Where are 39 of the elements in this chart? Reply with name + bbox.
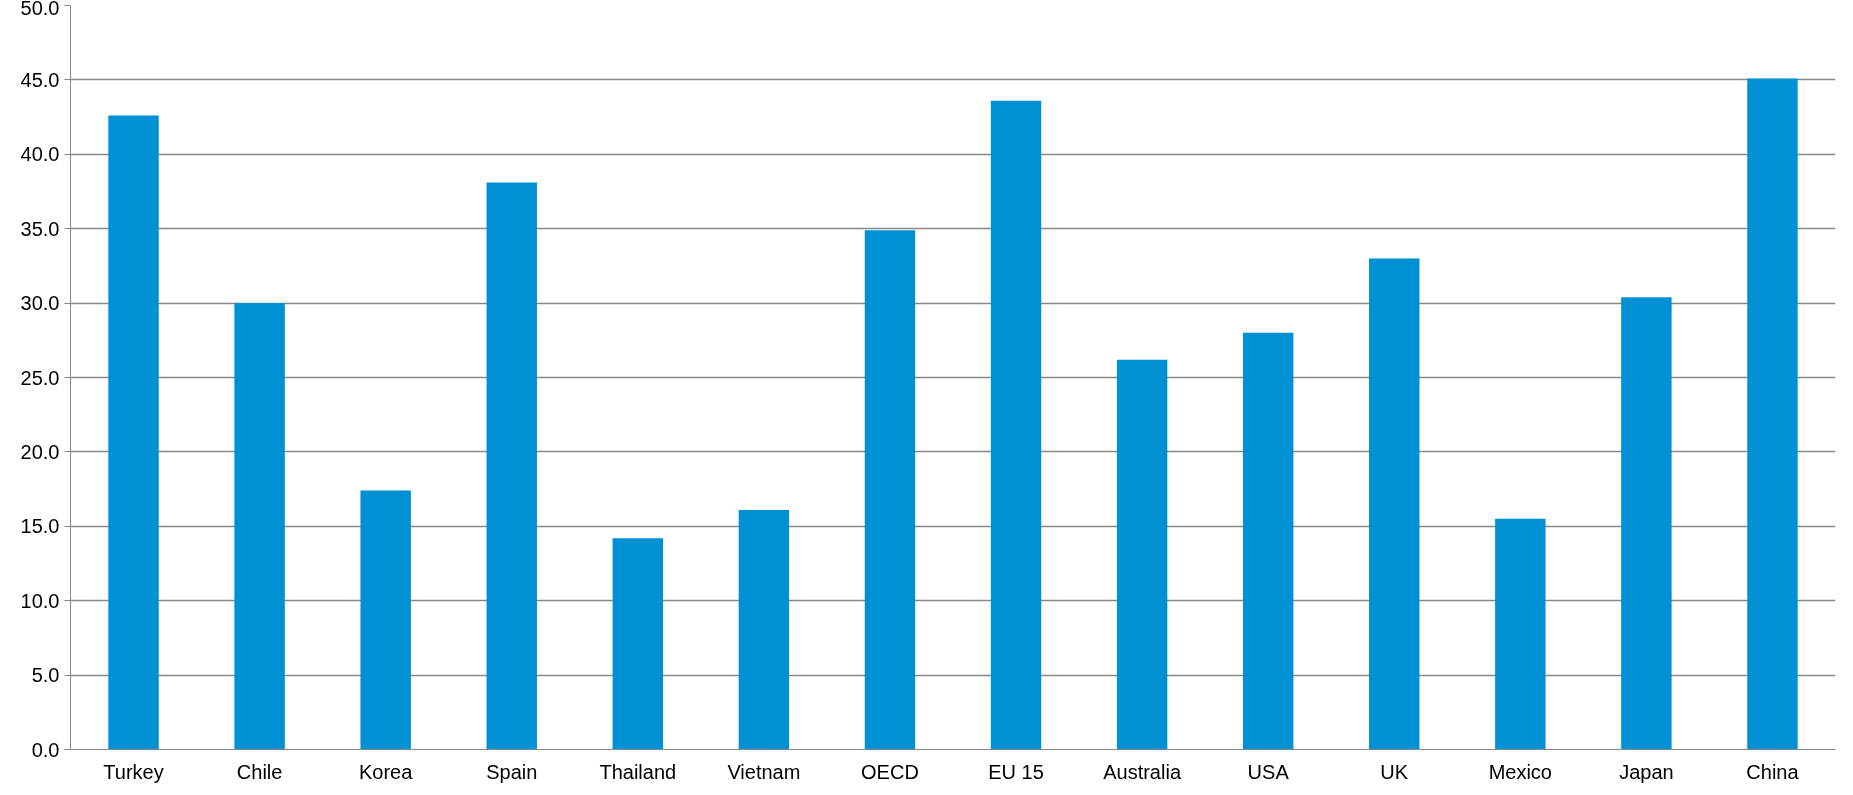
bar [1116,359,1168,750]
bar [1495,518,1546,750]
y-tick-label: 15.0 [20,515,60,538]
y-tick-label: 20.0 [20,440,60,463]
x-tick-label: EU 15 [988,760,1044,783]
bar [864,230,916,750]
y-tick-label: 5.0 [31,664,60,687]
x-tick-label: Mexico [1488,760,1553,783]
bar [612,538,664,750]
x-tick-label: Thailand [599,760,677,783]
bar [1369,258,1420,750]
x-tick-label: Spain [486,760,538,783]
x-tick-label: UK [1380,760,1409,783]
bar [1242,332,1294,750]
x-tick-label: Japan [1619,760,1674,783]
y-tick-label: 50.0 [20,0,60,19]
bar [108,115,159,750]
y-tick-label: 40.0 [20,143,60,166]
bar [990,100,1042,750]
x-tick-label: OECD [861,760,919,783]
bar [1747,78,1798,750]
x-tick-label: Vietnam [727,760,801,783]
y-tick-label: 25.0 [20,366,60,389]
bar [234,303,285,750]
y-tick-label: 45.0 [20,68,60,91]
y-tick-label: 10.0 [20,589,60,612]
x-tick-label: Turkey [103,760,164,783]
x-tick-label: Chile [236,760,283,783]
bar [486,182,537,750]
bar [738,509,790,750]
x-tick-label: Korea [358,760,414,783]
y-tick-label: 0.0 [31,738,60,761]
y-tick-label: 30.0 [20,292,60,315]
x-tick-label: Australia [1103,760,1182,783]
x-tick-label: China [1746,760,1800,783]
y-tick-label: 35.0 [20,217,60,240]
x-tick-label: USA [1247,760,1290,783]
bar [360,490,411,750]
bar [1621,297,1672,750]
